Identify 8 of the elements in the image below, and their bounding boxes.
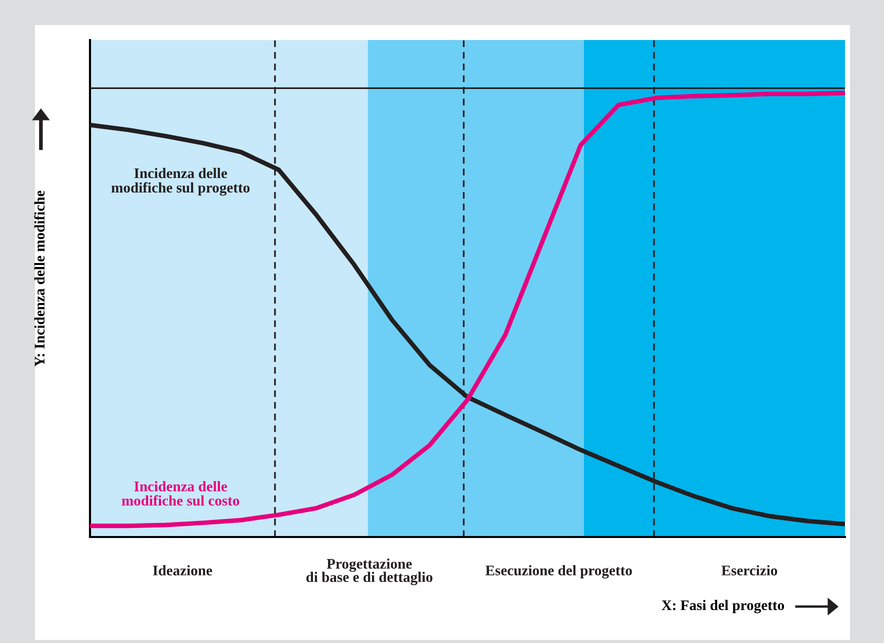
text: Esercizio — [722, 565, 778, 576]
series-label: Incidenza delle modifiche sul costo — [122, 481, 240, 506]
text: Progettazione di base e di dettaglio — [306, 558, 432, 586]
series-label: Incidenza delle modifiche sul progetto — [111, 168, 250, 196]
y-axis-title: Y: Incidenza delle modifiche — [34, 190, 45, 367]
text: Ideazione — [153, 565, 212, 576]
text: Esecuzione del progetto — [486, 565, 632, 578]
x-axis-title: X: Fasi del progetto — [662, 600, 784, 614]
